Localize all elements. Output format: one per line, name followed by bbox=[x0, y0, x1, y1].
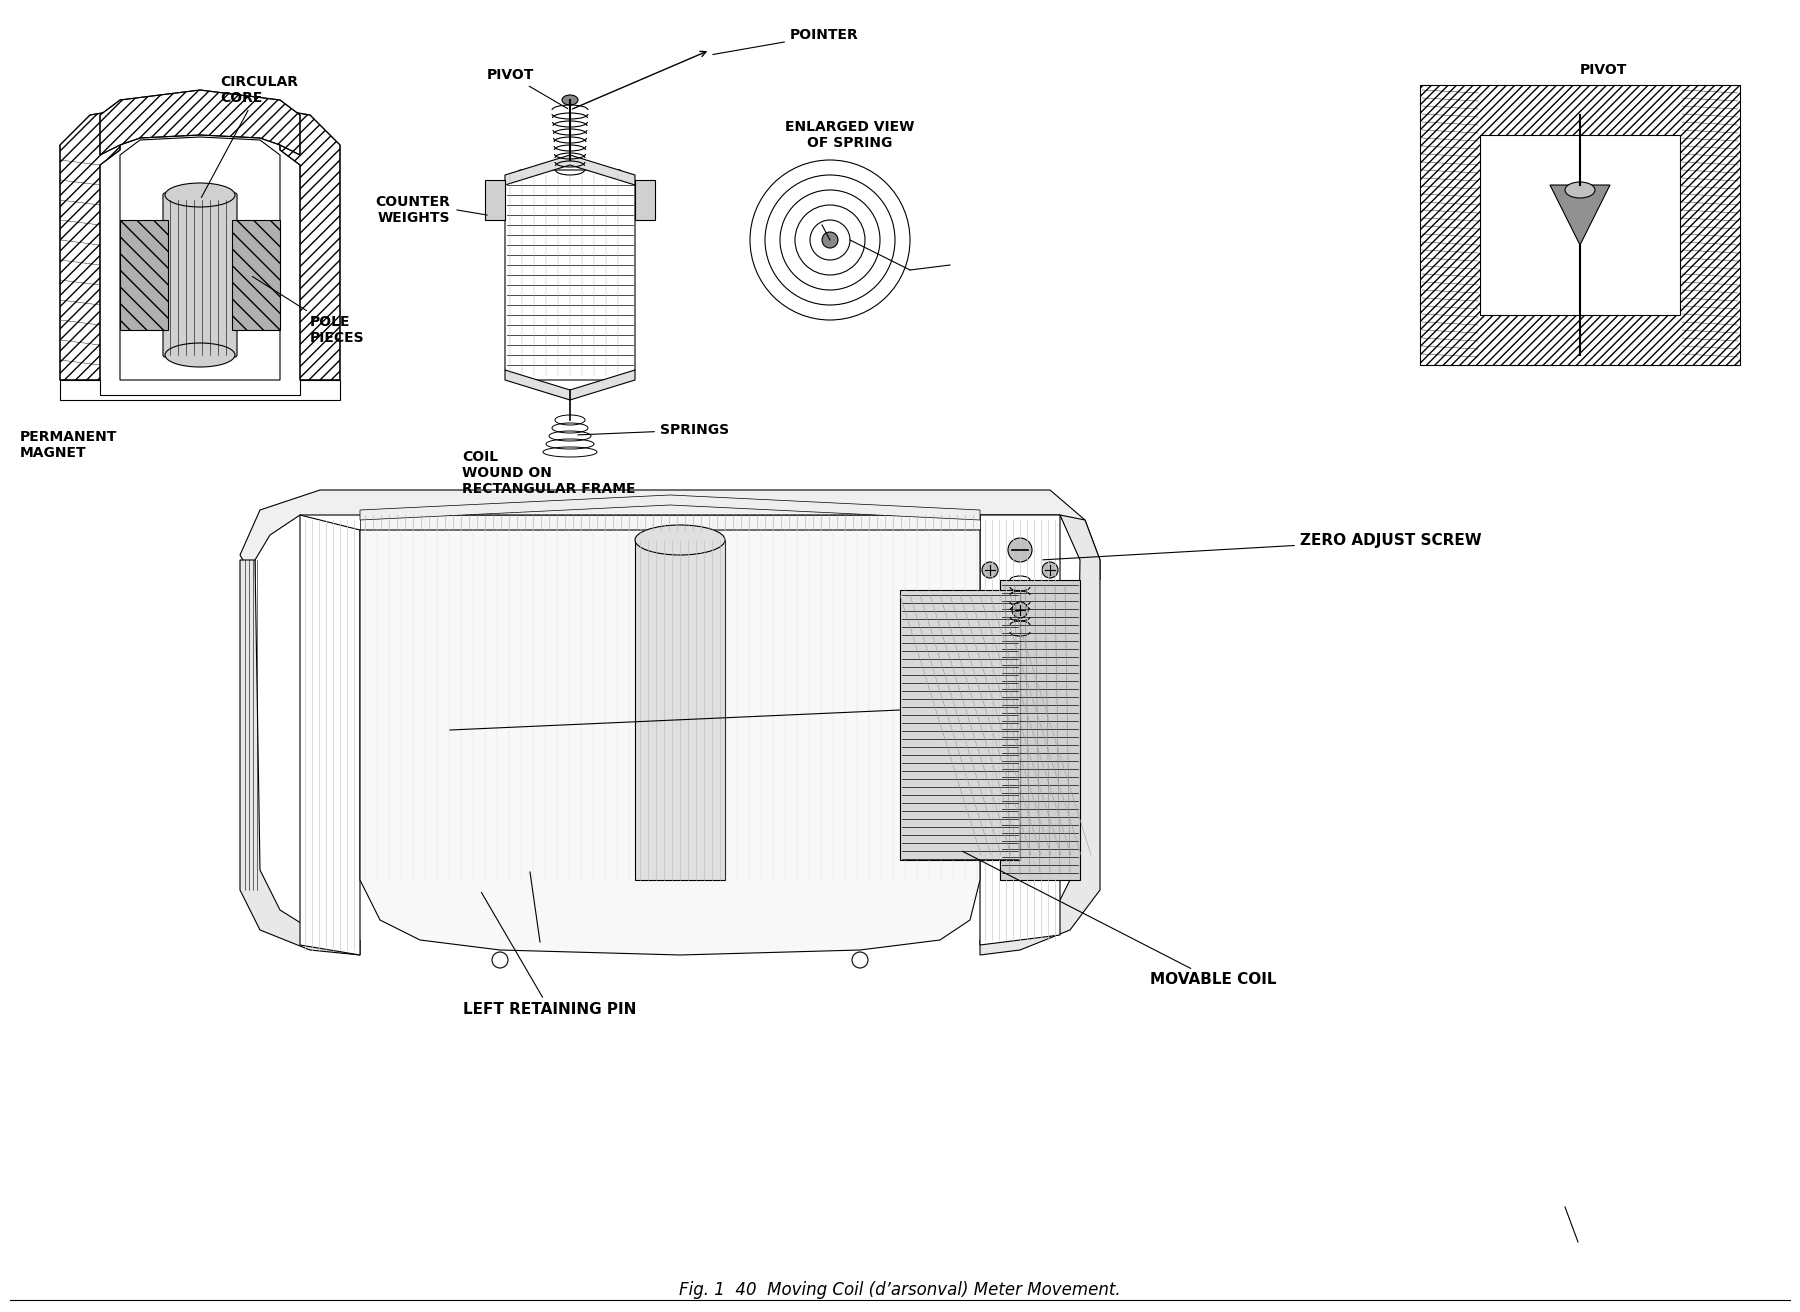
Circle shape bbox=[491, 953, 508, 968]
Polygon shape bbox=[506, 155, 635, 185]
Polygon shape bbox=[239, 560, 360, 955]
Polygon shape bbox=[360, 530, 979, 955]
Text: ENLARGED VIEW
OF SPRING: ENLARGED VIEW OF SPRING bbox=[785, 119, 914, 150]
Bar bbox=[1480, 135, 1679, 315]
Text: PERMANENT
MAGNET: PERMANENT MAGNET bbox=[20, 430, 117, 461]
Circle shape bbox=[1042, 562, 1058, 579]
Bar bbox=[900, 590, 1021, 859]
Circle shape bbox=[851, 953, 868, 968]
Text: COUNTER
WEIGHTS: COUNTER WEIGHTS bbox=[374, 195, 450, 226]
Ellipse shape bbox=[166, 182, 236, 207]
Ellipse shape bbox=[562, 94, 578, 105]
Polygon shape bbox=[281, 110, 340, 380]
Circle shape bbox=[765, 174, 895, 304]
Text: POINTER: POINTER bbox=[713, 28, 859, 55]
Polygon shape bbox=[360, 516, 979, 530]
Circle shape bbox=[796, 205, 866, 276]
Polygon shape bbox=[239, 489, 1100, 580]
Polygon shape bbox=[1550, 185, 1609, 245]
Text: CIRCULAR
CORE: CIRCULAR CORE bbox=[202, 75, 299, 198]
Ellipse shape bbox=[166, 342, 236, 367]
Polygon shape bbox=[121, 136, 281, 380]
Text: POLE
PIECES: POLE PIECES bbox=[252, 277, 365, 345]
Polygon shape bbox=[301, 516, 360, 955]
Circle shape bbox=[779, 190, 880, 290]
Polygon shape bbox=[506, 171, 635, 380]
Polygon shape bbox=[1001, 580, 1080, 880]
Text: COIL
WOUND ON
RECTANGULAR FRAME: COIL WOUND ON RECTANGULAR FRAME bbox=[463, 450, 635, 496]
Polygon shape bbox=[360, 495, 979, 520]
Polygon shape bbox=[121, 220, 167, 331]
Text: LEFT RETAINING PIN: LEFT RETAINING PIN bbox=[463, 892, 637, 1018]
Polygon shape bbox=[979, 516, 1060, 945]
FancyBboxPatch shape bbox=[164, 193, 238, 357]
Polygon shape bbox=[59, 110, 121, 380]
Text: ZERO ADJUST SCREW: ZERO ADJUST SCREW bbox=[1042, 533, 1481, 560]
Circle shape bbox=[1012, 602, 1028, 618]
Text: PIVOT: PIVOT bbox=[486, 68, 567, 109]
Circle shape bbox=[1008, 538, 1031, 562]
Polygon shape bbox=[59, 380, 340, 400]
Bar bbox=[635, 541, 725, 880]
Circle shape bbox=[751, 160, 911, 320]
Polygon shape bbox=[979, 516, 1100, 955]
Text: SPRINGS: SPRINGS bbox=[578, 422, 729, 437]
Polygon shape bbox=[101, 91, 301, 155]
Circle shape bbox=[810, 220, 850, 260]
Text: MOVABLE COIL: MOVABLE COIL bbox=[963, 851, 1276, 988]
Circle shape bbox=[983, 562, 997, 579]
Polygon shape bbox=[506, 370, 635, 400]
Bar bbox=[635, 180, 655, 220]
Polygon shape bbox=[232, 220, 281, 331]
Bar bbox=[484, 180, 506, 220]
Bar bbox=[1420, 85, 1741, 365]
Text: PIVOT: PIVOT bbox=[1580, 63, 1627, 77]
Text: Fig. 1  40  Moving Coil (d’arsonval) Meter Movement.: Fig. 1 40 Moving Coil (d’arsonval) Meter… bbox=[679, 1281, 1121, 1299]
Ellipse shape bbox=[1564, 182, 1595, 198]
Ellipse shape bbox=[635, 525, 725, 555]
Circle shape bbox=[823, 232, 839, 248]
